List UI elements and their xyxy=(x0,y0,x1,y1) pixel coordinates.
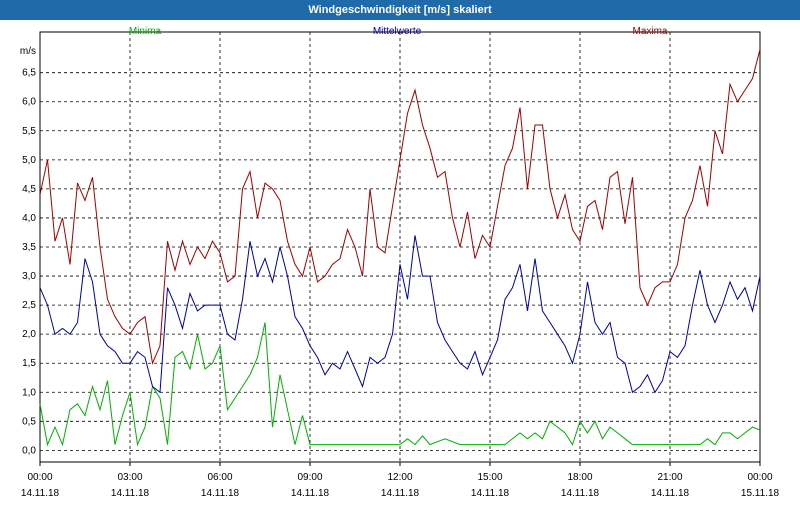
x-tick-time: 00:00 xyxy=(27,472,52,483)
x-tick-time: 03:00 xyxy=(117,472,142,483)
series-line-minima xyxy=(39,322,761,447)
y-tick-label: 6,0 xyxy=(22,97,36,108)
legend-entry-minima: Minima xyxy=(129,26,162,37)
grid xyxy=(39,31,761,463)
legend: Minima Mittelwerte Maxima xyxy=(129,26,668,37)
y-tick-label: 1,0 xyxy=(22,387,36,398)
series-line-maxima xyxy=(39,49,761,365)
x-tick-time: 21:00 xyxy=(657,472,682,483)
legend-entry-mittelwerte: Mittelwerte xyxy=(373,26,422,37)
y-tick-label: 2,0 xyxy=(22,329,36,340)
y-axis-label: m/s xyxy=(20,46,36,57)
x-tick-date: 14.11.18 xyxy=(561,488,600,499)
x-tick-date: 14.11.18 xyxy=(21,488,60,499)
x-tick-time: 06:00 xyxy=(207,472,232,483)
x-tick-time: 12:00 xyxy=(387,472,412,483)
x-tick-time: 09:00 xyxy=(297,472,322,483)
window-title: Windgeschwindigkeit [m/s] skaliert xyxy=(0,0,800,20)
axes: 0,0 0,5 1,0 1,5 2,0 2,5 3,0 3,5 4,0 4,5 5,0 5,5 6,0 6… xyxy=(20,46,780,499)
series-lines xyxy=(39,49,761,447)
legend-entry-maxima: Maxima xyxy=(632,26,667,37)
y-tick-label: 1,5 xyxy=(22,358,36,369)
x-tick-time: 15:00 xyxy=(477,472,502,483)
x-tick-time: 18:00 xyxy=(567,472,592,483)
x-tick-date: 14.11.18 xyxy=(201,488,240,499)
x-tick-date: 14.11.18 xyxy=(651,488,690,499)
x-tick-date: 14.11.18 xyxy=(111,488,150,499)
x-tick-date: 15.11.18 xyxy=(741,488,780,499)
chart-area: 0,0 0,5 1,0 1,5 2,0 2,5 3,0 3,5 4,0 4,5 5,0 5,5 6,0 6… xyxy=(0,20,800,500)
y-tick-label: 3,0 xyxy=(22,271,36,282)
y-tick-label: 0,0 xyxy=(22,445,36,456)
y-tick-label: 6,5 xyxy=(22,68,36,79)
y-tick-label: 2,5 xyxy=(22,300,36,311)
y-tick-label: 3,5 xyxy=(22,242,36,253)
x-tick-date: 14.11.18 xyxy=(291,488,330,499)
y-tick-label: 4,0 xyxy=(22,213,36,224)
x-tick-date: 14.11.18 xyxy=(381,488,420,499)
y-tick-label: 5,5 xyxy=(22,126,36,137)
wind-speed-chart: 0,0 0,5 1,0 1,5 2,0 2,5 3,0 3,5 4,0 4,5 5,0 5,5 6,0 6… xyxy=(20,26,780,499)
y-tick-label: 0,5 xyxy=(22,416,36,427)
x-tick-date: 14.11.18 xyxy=(471,488,510,499)
series-line-mittelwerte xyxy=(39,235,761,394)
y-tick-label: 5,0 xyxy=(22,155,36,166)
y-tick-label: 4,5 xyxy=(22,184,36,195)
x-tick-time: 00:00 xyxy=(747,472,772,483)
